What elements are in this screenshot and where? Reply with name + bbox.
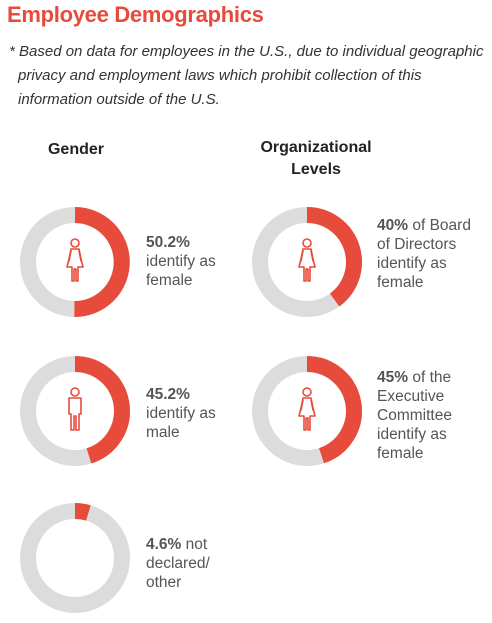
- donut-value-arc: [306, 207, 362, 307]
- male-icon: [68, 387, 82, 431]
- donut-value-arc: [306, 356, 362, 464]
- donut-value-arc: [74, 207, 130, 318]
- footnote: * Based on data for employees in the U.S…: [9, 43, 484, 108]
- donut-value-arc: [74, 503, 91, 521]
- chart-arcs: [20, 207, 130, 318]
- gender-heading-text: Gender: [47, 141, 104, 158]
- donut-value-arc: [74, 356, 130, 464]
- data-label-female-text: identify as female: [146, 253, 216, 289]
- caption-not-declared: 4.6% not declared/ other: [146, 535, 236, 592]
- column-heading-gender: Gender: [34, 139, 118, 161]
- caption-executive-committee: 45% of the Executive Committee identify …: [377, 368, 473, 463]
- data-label-male-text: identify as male: [146, 405, 216, 441]
- donut-male: [20, 356, 130, 466]
- data-label-male-pct: 45.2%: [146, 386, 190, 403]
- data-label-exec-text: of the Executive Committee identify as f…: [377, 369, 452, 462]
- data-label-female-pct: 50.2%: [146, 234, 190, 251]
- chart-arcs: [252, 207, 362, 317]
- page-title: Employee Demographics: [7, 2, 264, 27]
- chart-arcs: [252, 356, 362, 466]
- chart-arcs: [20, 503, 130, 613]
- chart-arcs: [20, 356, 130, 466]
- donut-track: [20, 503, 130, 613]
- donut-board: [252, 207, 362, 317]
- donut-female: [20, 207, 130, 318]
- female-icon: [298, 238, 316, 282]
- column-heading-org-levels: Organizational Levels: [236, 137, 396, 181]
- caption-male: 45.2% identify as male: [146, 385, 246, 442]
- org-heading-line2: Levels: [291, 161, 341, 178]
- data-label-board-pct: 40%: [377, 217, 409, 234]
- female-icon: [66, 238, 84, 282]
- data-label-not-declared-pct: 4.6%: [146, 536, 182, 553]
- caption-female: 50.2% identify as female: [146, 233, 256, 290]
- data-label-board-text: of Board of Directors identify as female: [377, 217, 471, 291]
- data-label-not-declared-text: not declared/ other: [146, 536, 210, 591]
- donut-not-declared: [20, 503, 130, 613]
- org-heading-line1: Organizational: [260, 139, 372, 156]
- female-icon: [298, 387, 316, 431]
- caption-board: 40% of Board of Directors identify as fe…: [377, 216, 477, 292]
- data-label-exec-pct: 45%: [377, 369, 409, 386]
- donut-executive-committee: [252, 356, 362, 466]
